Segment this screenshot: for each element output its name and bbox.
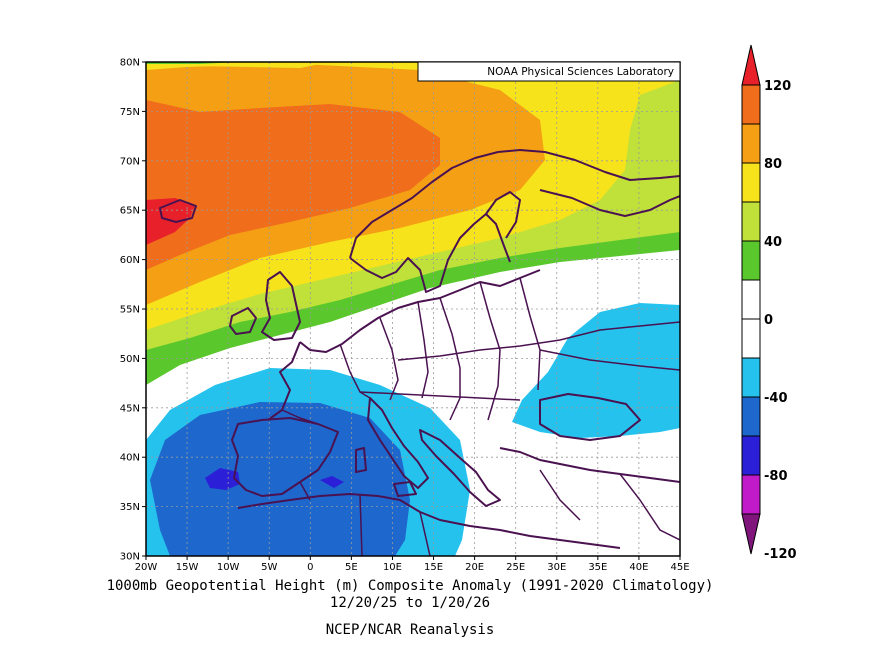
caption-dates: 12/20/25 to 1/20/26: [329, 595, 491, 611]
lon-tick-label: 10E: [383, 562, 402, 573]
latitude-axis: 80N 75N 70N 65N 60N 55N 50N 45N 40N 35N 30N: [120, 58, 146, 563]
lon-tick-label: 20E: [465, 562, 484, 573]
contour-red: [146, 198, 195, 245]
lat-tick-label: 60N: [120, 255, 140, 266]
lat-tick-label: 35N: [120, 502, 140, 513]
colorbar-arrow-top: [741, 44, 761, 86]
lon-tick-label: 20W: [135, 562, 158, 573]
colorbar-segment: [741, 279, 761, 320]
colorbar: 120 80 40 0 -40 -80 -120: [741, 44, 797, 562]
caption-source: NCEP/NCAR Reanalysis: [325, 622, 495, 638]
contour-purple-1: [205, 468, 240, 490]
contour-purple-2: [320, 476, 344, 488]
lon-tick-label: 10W: [217, 562, 240, 573]
colorbar-segment: [741, 123, 761, 164]
lon-tick-label: 35E: [588, 562, 607, 573]
colorbar-segment: [741, 357, 761, 398]
colorbar-label: 120: [764, 79, 791, 94]
lat-tick-label: 75N: [120, 107, 140, 118]
lat-tick-label: 80N: [120, 58, 140, 69]
colorbar-segment: [741, 162, 761, 203]
colorbar-label: 0: [764, 313, 773, 328]
colorbar-segment: [741, 396, 761, 437]
colorbar-segment: [741, 435, 761, 476]
colorbar-segment: [741, 474, 761, 515]
credit-text: NOAA Physical Sciences Laboratory: [487, 66, 674, 78]
lon-tick-label: 0: [307, 562, 313, 573]
colorbar-segment: [741, 240, 761, 281]
colorbar-label: -40: [764, 391, 788, 406]
contour-lightblue-east: [512, 303, 680, 438]
lon-tick-label: 5E: [345, 562, 358, 573]
lon-tick-label: 40E: [629, 562, 648, 573]
lat-tick-label: 50N: [120, 354, 140, 365]
lon-tick-label: 30E: [547, 562, 566, 573]
lat-tick-label: 70N: [120, 156, 140, 167]
lon-tick-label: 5W: [261, 562, 277, 573]
credit-box: NOAA Physical Sciences Laboratory: [417, 61, 681, 82]
country-borders: [281, 277, 680, 556]
lat-tick-label: 40N: [120, 453, 140, 464]
lon-tick-label: 15W: [176, 562, 199, 573]
lat-tick-label: 45N: [120, 403, 140, 414]
colorbar-label: -80: [764, 469, 788, 484]
contour-blue-sw: [150, 402, 410, 556]
lon-tick-label: 45E: [670, 562, 689, 573]
colorbar-label: 40: [764, 235, 782, 250]
lat-tick-label: 30N: [120, 552, 140, 563]
lat-tick-label: 65N: [120, 206, 140, 217]
contour-darkorange: [146, 100, 440, 270]
lon-tick-label: 15E: [424, 562, 443, 573]
map-plot-area: [146, 62, 680, 556]
colorbar-label: 80: [764, 157, 782, 172]
colorbar-segment: [741, 84, 761, 125]
longitude-axis: 20W 15W 10W 5W 0 5E 10E 15E 20E 25E 30E 35E 40E 45E: [135, 556, 690, 573]
colorbar-arrow-bottom: [741, 513, 761, 555]
lon-tick-label: 25E: [506, 562, 525, 573]
caption-title: 1000mb Geopotential Height (m) Composite…: [106, 578, 714, 594]
colorbar-label: -120: [764, 547, 797, 562]
colorbar-segment: [741, 318, 761, 359]
lat-tick-label: 55N: [120, 305, 140, 316]
colorbar-segment: [741, 201, 761, 242]
